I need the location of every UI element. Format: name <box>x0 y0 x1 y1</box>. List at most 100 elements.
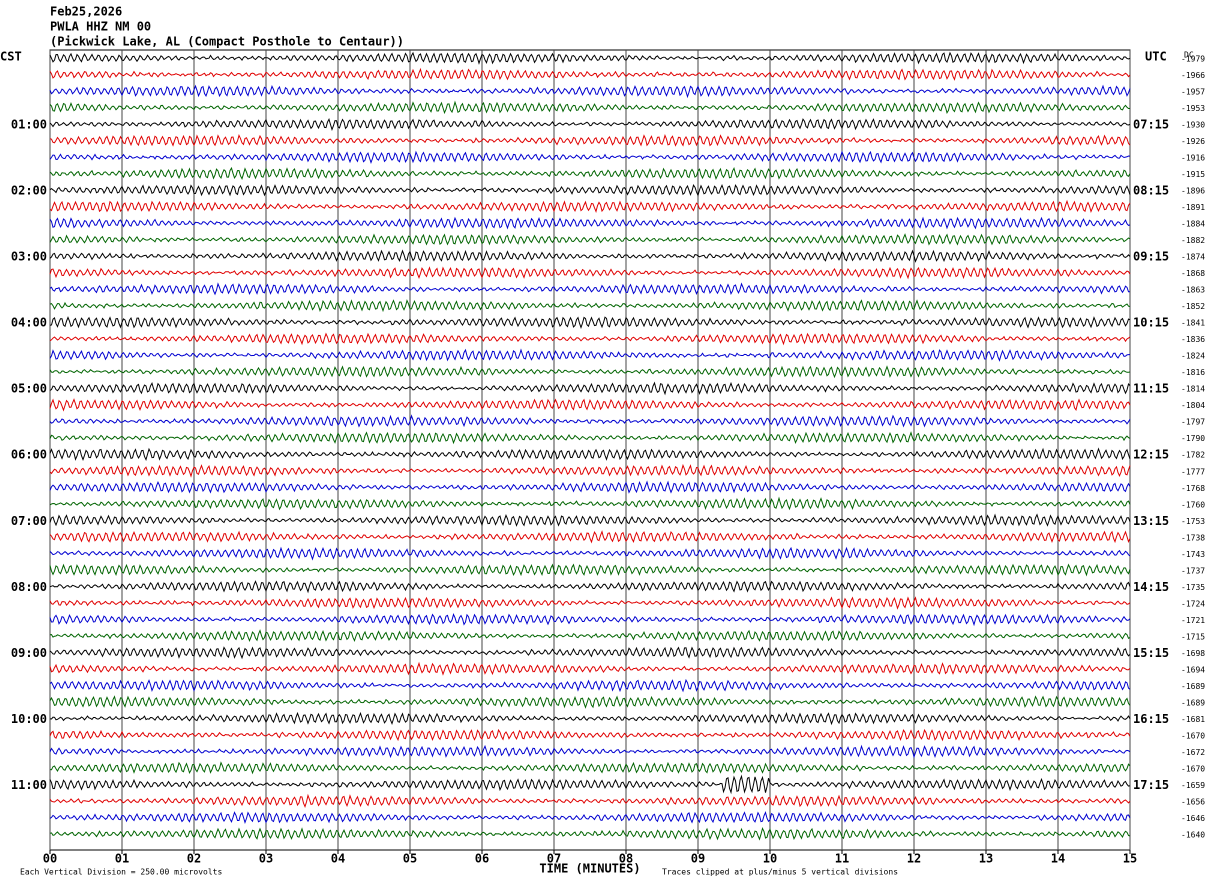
trace <box>49 316 1131 330</box>
trace <box>49 496 1131 511</box>
utc-time: 14:15 <box>1133 580 1169 594</box>
cst-time: 02:00 <box>11 184 47 198</box>
dc-value: -1916 <box>1181 154 1205 163</box>
x-tick-label: 01 <box>115 852 129 866</box>
trace <box>49 447 1131 462</box>
dc-value: -1694 <box>1181 665 1205 674</box>
trace <box>49 216 1131 230</box>
dc-value: -1891 <box>1181 203 1205 212</box>
trace <box>49 233 1131 246</box>
trace <box>49 150 1131 164</box>
dc-value: -1646 <box>1181 814 1205 823</box>
dc-value: -1768 <box>1181 484 1205 493</box>
trace <box>49 431 1131 445</box>
trace <box>49 84 1131 99</box>
footer-right: Traces clipped at plus/minus 5 vertical … <box>662 868 898 877</box>
utc-time: 12:15 <box>1133 448 1169 462</box>
x-tick-label: 13 <box>979 852 993 866</box>
dc-value: -1868 <box>1181 269 1205 278</box>
utc-time: 11:15 <box>1133 382 1169 396</box>
x-tick-label: 11 <box>835 852 849 866</box>
trace <box>49 646 1131 660</box>
footer-left: Each Vertical Division = 250.00 microvol… <box>20 868 222 877</box>
trace <box>49 695 1131 709</box>
dc-value: -1814 <box>1181 385 1205 394</box>
utc-time: 09:15 <box>1133 250 1169 264</box>
dc-value: -1804 <box>1181 401 1205 410</box>
dc-value: -1689 <box>1181 682 1205 691</box>
dc-value: -1689 <box>1181 698 1205 707</box>
dc-value: -1953 <box>1181 104 1205 113</box>
dc-value: -1966 <box>1181 71 1205 80</box>
utc-time: 15:15 <box>1133 646 1169 660</box>
dc-value: -1670 <box>1181 731 1205 740</box>
dc-value: -1724 <box>1181 599 1205 608</box>
station: PWLA HHZ NM 00 <box>50 20 151 34</box>
dc-value: -1715 <box>1181 632 1205 641</box>
trace <box>49 761 1131 775</box>
dc-value: -1896 <box>1181 187 1205 196</box>
trace <box>49 414 1131 428</box>
trace <box>49 348 1130 362</box>
x-tick-label: 12 <box>907 852 921 866</box>
x-tick-label: 08 <box>619 852 633 866</box>
trace <box>49 580 1131 594</box>
trace <box>49 51 1131 65</box>
trace <box>49 563 1131 577</box>
x-axis-label: TIME (MINUTES) <box>539 862 640 876</box>
dc-value: -1782 <box>1181 451 1205 460</box>
dc-value: -1698 <box>1181 649 1205 658</box>
dc-value: -1777 <box>1181 467 1205 476</box>
trace <box>49 826 1131 841</box>
cst-time: 04:00 <box>11 316 47 330</box>
trace <box>49 728 1131 742</box>
dc-value: -1738 <box>1181 533 1205 542</box>
utc-time: 17:15 <box>1133 778 1169 792</box>
trace <box>49 546 1131 561</box>
x-tick-label: 10 <box>763 852 777 866</box>
trace <box>49 530 1131 544</box>
cst-time: 11:00 <box>11 778 47 792</box>
dc-value: -1670 <box>1181 764 1205 773</box>
trace <box>49 629 1131 643</box>
dc-value: -1926 <box>1181 137 1205 146</box>
trace <box>49 398 1131 412</box>
cst-time: 10:00 <box>11 712 47 726</box>
cst-time: 08:00 <box>11 580 47 594</box>
utc-time: 07:15 <box>1133 118 1169 132</box>
trace <box>49 183 1131 197</box>
dc-value: -1852 <box>1181 302 1205 311</box>
left-axis-label: CST <box>0 50 22 64</box>
cst-time: 09:00 <box>11 646 47 660</box>
dc-value: -1672 <box>1181 748 1205 757</box>
dc-value: -1753 <box>1181 517 1205 526</box>
dc-value: -1930 <box>1181 121 1205 130</box>
x-tick-label: 04 <box>331 852 345 866</box>
utc-time: 16:15 <box>1133 712 1169 726</box>
utc-time: 08:15 <box>1133 184 1169 198</box>
dc-value: -1979 <box>1181 55 1205 64</box>
x-tick-label: 00 <box>43 852 57 866</box>
trace <box>49 744 1131 759</box>
trace <box>49 166 1131 181</box>
dc-value: -1836 <box>1181 335 1205 344</box>
dc-value: -1816 <box>1181 368 1205 377</box>
cst-time: 03:00 <box>11 250 47 264</box>
trace <box>49 463 1131 478</box>
dc-label: DC <box>1184 51 1194 60</box>
cst-time: 01:00 <box>11 118 47 132</box>
dc-value: -1863 <box>1181 286 1205 295</box>
trace <box>49 513 1131 527</box>
dc-value: -1681 <box>1181 715 1205 724</box>
trace <box>49 381 1131 396</box>
x-tick-label: 05 <box>403 852 417 866</box>
location: (Pickwick Lake, AL (Compact Posthole to … <box>50 35 404 49</box>
dc-value: -1790 <box>1181 434 1205 443</box>
trace <box>49 480 1131 494</box>
x-tick-label: 07 <box>547 852 561 866</box>
trace <box>49 282 1130 296</box>
dc-value: -1735 <box>1181 583 1205 592</box>
dc-value: -1737 <box>1181 566 1205 575</box>
cst-time: 07:00 <box>11 514 47 528</box>
